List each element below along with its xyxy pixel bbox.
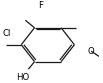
Text: Cl: Cl [2,29,11,38]
Text: O: O [87,47,94,56]
Text: HO: HO [16,73,29,82]
Text: F: F [38,1,43,10]
